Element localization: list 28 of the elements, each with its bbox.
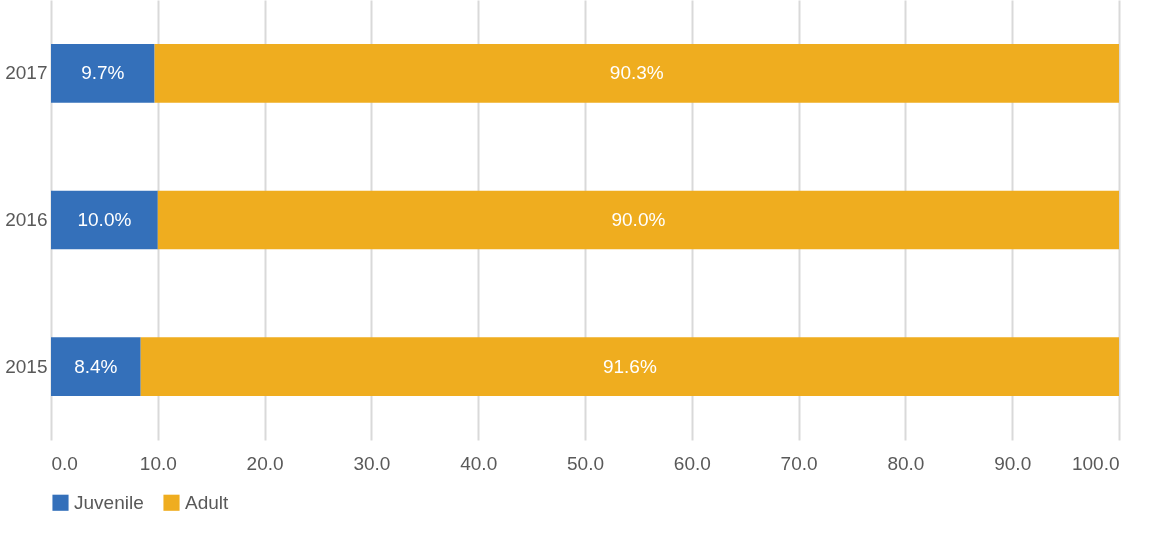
x-tick-label: 60.0 [673, 452, 711, 474]
data-label: 90.0% [611, 209, 666, 230]
x-tick-label: 40.0 [460, 452, 498, 474]
x-tick-label: 70.0 [780, 452, 818, 474]
bar [51, 190, 158, 250]
x-tick-label: 10.0 [139, 452, 177, 474]
x-tick-label: 20.0 [246, 452, 284, 474]
data-label: 9.7% [81, 62, 125, 84]
bar [154, 44, 1119, 103]
x-tick-label: 0.0 [51, 452, 78, 474]
x-tick-label: 80.0 [887, 452, 925, 474]
data-label: 90.3% [609, 62, 664, 84]
data-label: 10.0% [77, 209, 132, 230]
y-tick-label: 2017 [5, 62, 48, 84]
legend-label: Adult [185, 491, 230, 513]
x-tick-label: 100.0 [1071, 452, 1120, 474]
x-tick-label: 90.0 [994, 452, 1032, 474]
bar [157, 190, 1119, 250]
data-label: 91.6% [602, 355, 657, 377]
y-tick-label: 2015 [5, 355, 48, 377]
bar [51, 337, 141, 396]
y-tick-label: 2016 [5, 209, 48, 230]
legend-label: Juvenile [74, 491, 144, 513]
x-tick-label: 50.0 [567, 452, 604, 474]
x-tick-label: 30.0 [353, 452, 391, 474]
data-label: 8.4% [74, 355, 118, 377]
bar [140, 337, 1119, 396]
bar [51, 44, 155, 103]
